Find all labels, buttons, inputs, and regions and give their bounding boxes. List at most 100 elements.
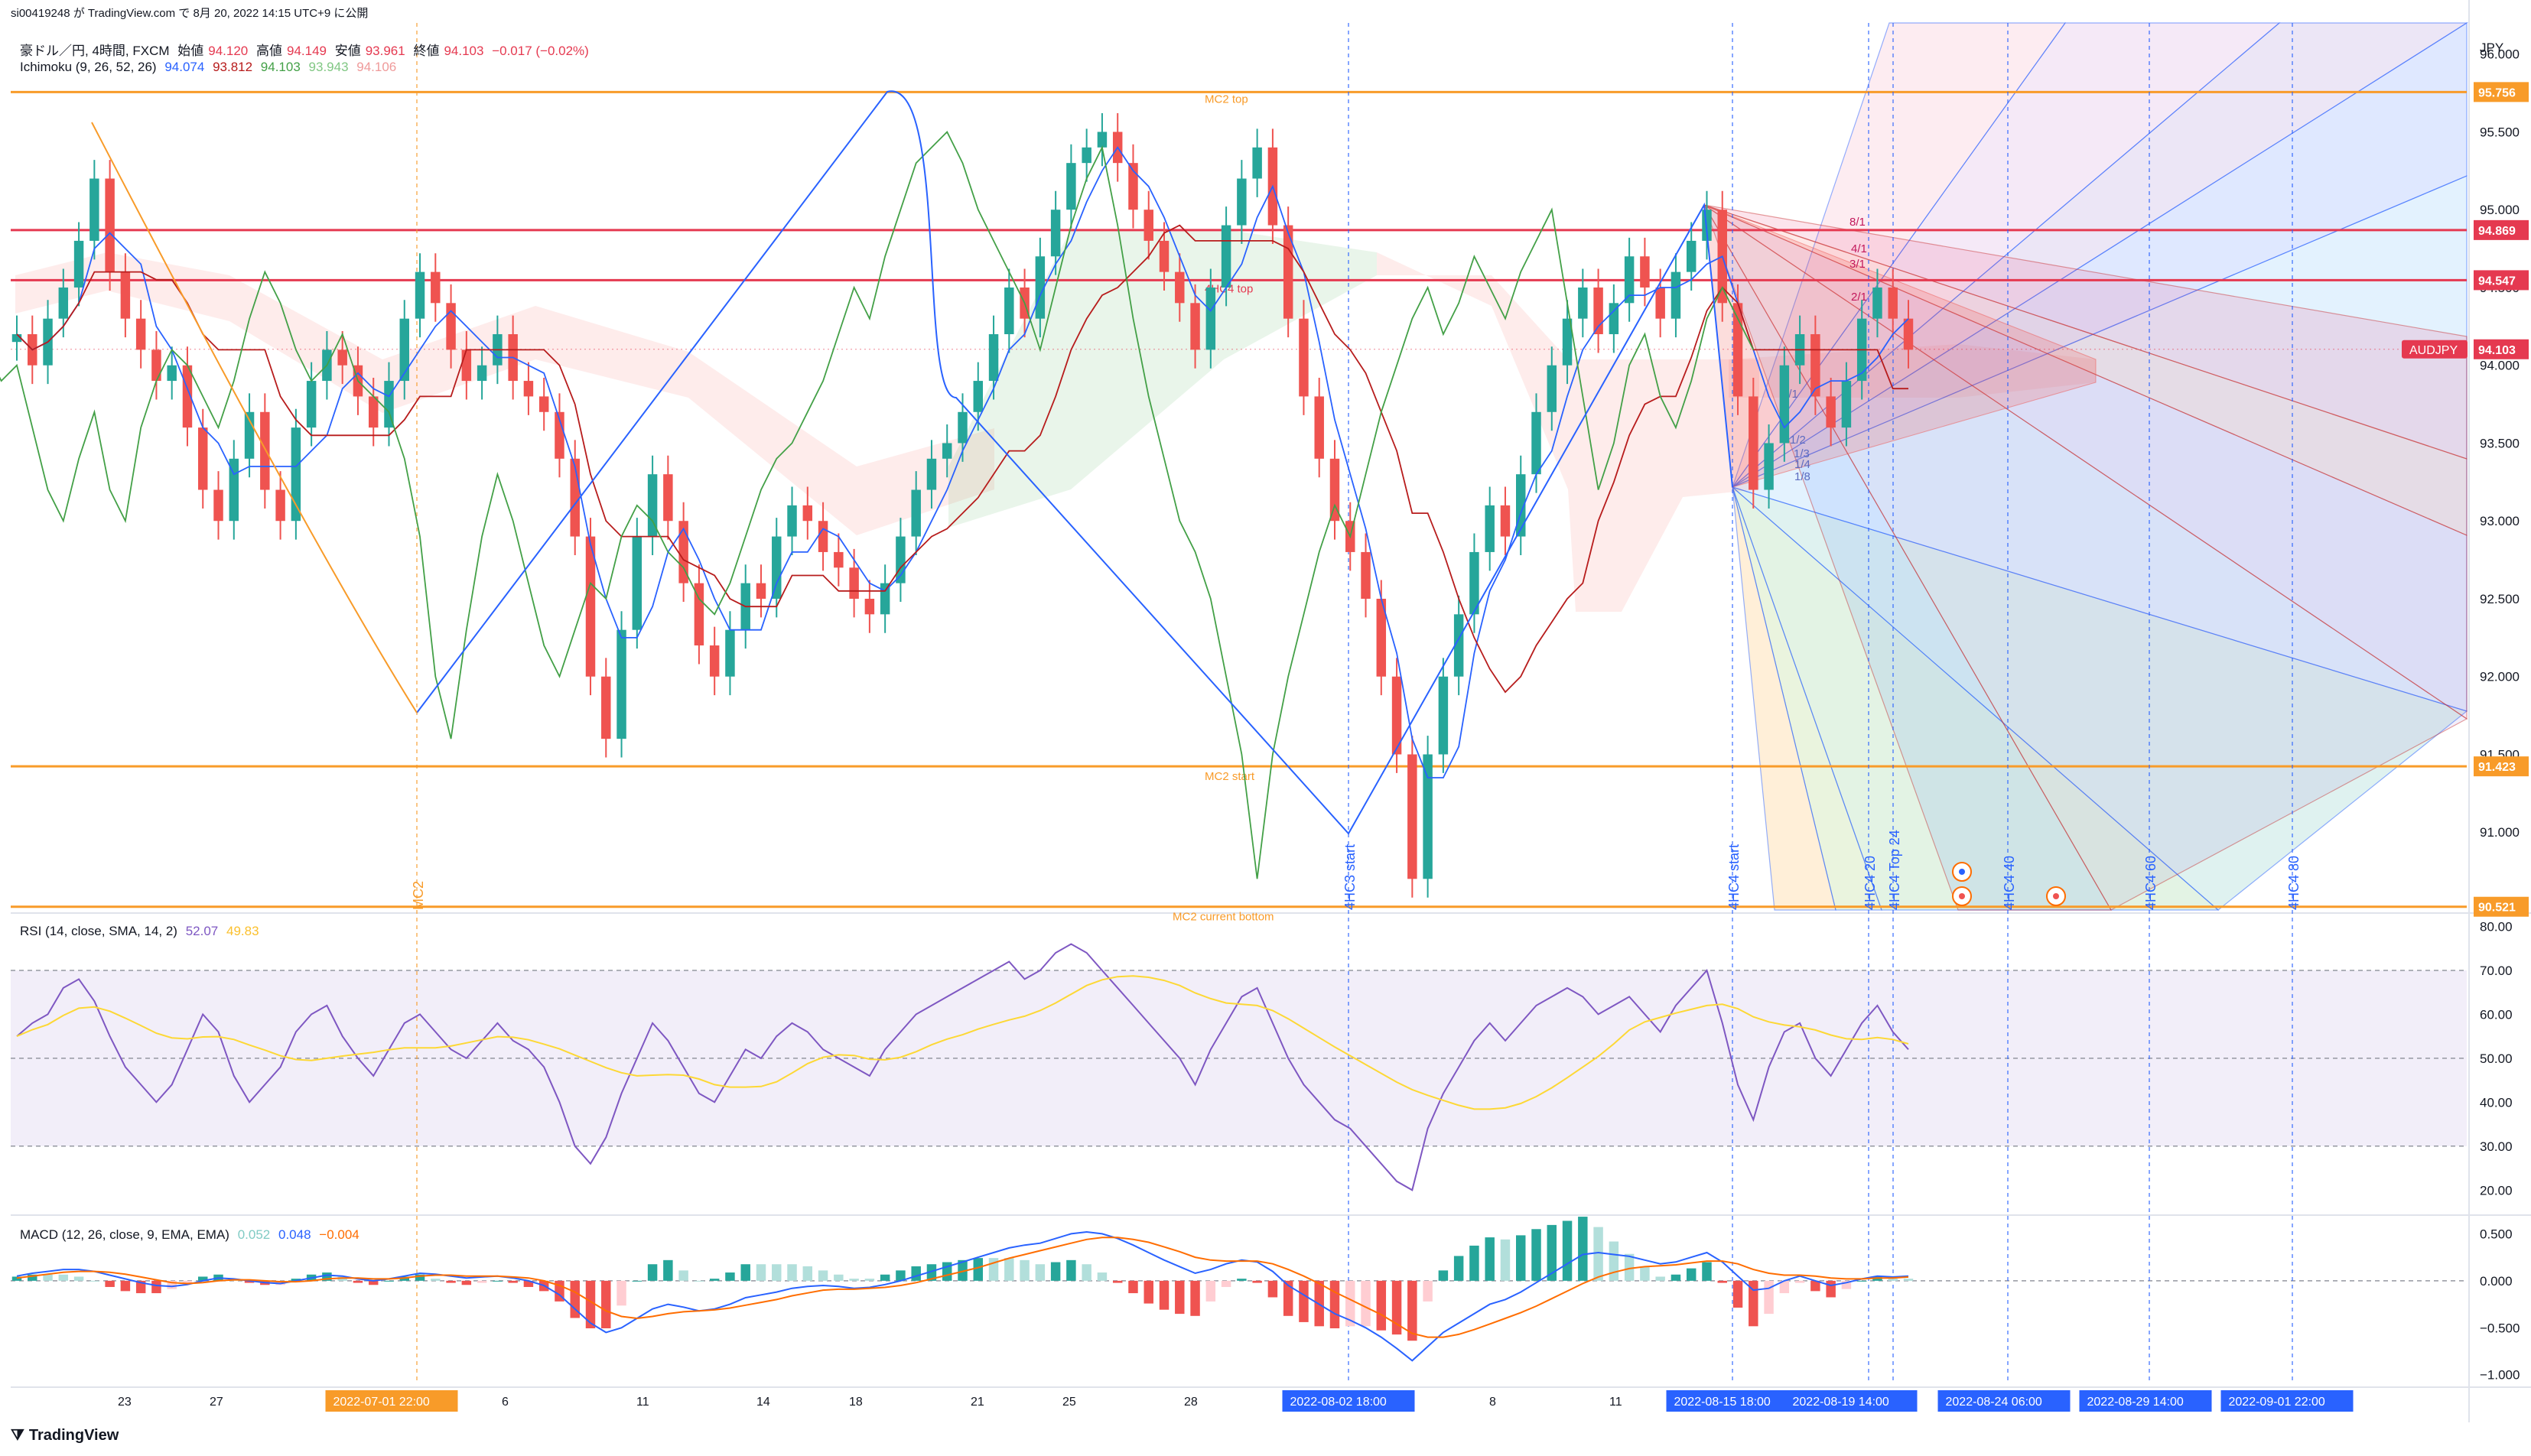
time-tag-label: 2022-09-01 22:00 <box>2229 1396 2325 1409</box>
macd-legend[interactable]: MACD (12, 26, close, 9, EMA, EMA) 0.052 … <box>20 1227 364 1243</box>
gann-fan-label: 1/3 <box>1794 447 1810 460</box>
candle-body <box>958 411 968 444</box>
rsi-legend[interactable]: RSI (14, close, SMA, 14, 2) 52.07 49.83 <box>20 924 264 939</box>
candle-body <box>864 598 875 615</box>
open-label: 始値 <box>177 44 204 58</box>
tradingview-brand[interactable]: ⧩ TradingView <box>11 1427 119 1445</box>
candle-body <box>834 551 844 568</box>
ichimoku-v4: 93.943 <box>308 60 349 74</box>
candle-body <box>477 365 487 382</box>
time-tag-bg <box>1282 1390 1415 1412</box>
macd-histogram-bar <box>384 1280 394 1282</box>
candle-body <box>58 287 69 319</box>
ichimoku-v1: 94.074 <box>164 60 205 74</box>
arc-curve <box>91 122 418 713</box>
brand-label: TradingView <box>28 1427 119 1444</box>
candle-body <box>1050 210 1061 257</box>
chikou-line <box>0 130 1755 879</box>
gann-fan2-sector <box>1703 204 2468 911</box>
time-tag-label: 2022-08-24 06:00 <box>1946 1396 2042 1409</box>
candle-body <box>1407 754 1417 879</box>
macd-histogram-bar <box>1205 1280 1216 1302</box>
macd-histogram-bar <box>1407 1280 1417 1341</box>
candle-body <box>538 396 549 412</box>
candle-body <box>446 303 456 350</box>
candle-body <box>135 318 146 350</box>
macd-v3: −0.004 <box>319 1227 359 1242</box>
macd-histogram-bar <box>1686 1268 1697 1281</box>
candle-body <box>1749 396 1758 490</box>
candle-body <box>663 474 673 522</box>
macd-histogram-bar <box>973 1258 984 1281</box>
candle-body <box>926 458 937 490</box>
candle-body <box>1562 318 1573 366</box>
main-legend[interactable]: 豪ドル／円, 4時間, FXCM 始値 94.120 高値 94.149 安値 93.… <box>20 40 594 59</box>
candle-body <box>337 349 347 366</box>
time-tick-label: 21 <box>971 1396 984 1409</box>
candle-body <box>1190 303 1200 350</box>
macd-histogram-bar <box>1624 1253 1635 1281</box>
candle-body <box>1888 287 1898 319</box>
candle-body <box>1128 163 1138 210</box>
time-tick-label: 11 <box>1609 1396 1622 1409</box>
candle-body <box>1655 287 1665 319</box>
macd-histogram-bar <box>1438 1270 1449 1281</box>
macd-histogram-bar <box>1485 1237 1495 1281</box>
candle-body <box>11 334 22 343</box>
macd-histogram-bar <box>1609 1241 1619 1281</box>
macd-histogram-bar <box>1144 1280 1153 1304</box>
macd-histogram-bar <box>1810 1280 1820 1292</box>
symbol-tag-bg <box>2402 340 2468 359</box>
ichimoku-legend[interactable]: Ichimoku (9, 26, 52, 26) 94.074 93.812 9… <box>20 60 401 75</box>
time-tick-label: 14 <box>756 1396 770 1409</box>
vertical-marker-label: 4HC4 20 <box>1862 856 1878 910</box>
rsi-tick-label: 40.00 <box>2480 1095 2513 1110</box>
macd-histogram-bar <box>1190 1280 1200 1316</box>
price-tick-label: 95.000 <box>2480 203 2520 217</box>
macd-histogram-bar <box>787 1264 797 1281</box>
axes-layer[interactable]: 96.00095.50095.00094.50094.00093.50093.0… <box>118 41 2529 1412</box>
macd-histogram-bar <box>958 1259 968 1281</box>
candle-body <box>1438 676 1449 755</box>
candle-body <box>229 458 239 522</box>
macd-histogram-bar <box>880 1274 890 1281</box>
macd-histogram-bar <box>1547 1224 1557 1281</box>
macd-histogram-bar <box>1252 1280 1262 1283</box>
macd-v2: 0.048 <box>278 1227 311 1242</box>
price-tag-bg <box>2474 82 2529 102</box>
macd-histogram-bar <box>1128 1280 1138 1294</box>
level-label: MC2 current bottom <box>1173 911 1274 924</box>
close-label: 終値 <box>413 44 440 58</box>
macd-histogram-bar <box>1469 1245 1479 1281</box>
rsi-tick-label: 80.00 <box>2480 919 2513 934</box>
candle-body <box>523 381 534 397</box>
candle-body <box>1283 225 1293 319</box>
gann-fan-layer: 8/14/13/12/11/11/21/31/41/8 <box>1703 21 2469 911</box>
macd-histogram-bar <box>570 1280 580 1318</box>
level-label: MC2 start <box>1205 770 1255 783</box>
macd-histogram-bar <box>1376 1280 1387 1331</box>
candle-body <box>1485 505 1495 552</box>
vertical-markers-layer: MC2 4HC3 start 4HC4 start 4HC4 20 4HC4 Top 2… <box>411 23 2302 1384</box>
candle-body <box>1531 411 1541 475</box>
macd-histogram-bar <box>834 1274 844 1281</box>
candle-body <box>275 489 285 522</box>
macd-histogram-bar <box>1066 1259 1076 1281</box>
macd-tick-label: −0.500 <box>2480 1321 2520 1335</box>
candle-body <box>368 396 379 428</box>
price-tag-label: 91.423 <box>2478 761 2516 774</box>
rsi-tick-label: 70.00 <box>2480 964 2513 978</box>
candle-body <box>849 567 859 599</box>
candle-body <box>678 521 688 583</box>
rsi-ma-line <box>16 975 1909 1110</box>
level-label: MC2 top <box>1205 93 1248 106</box>
currency-label: JPY <box>2480 41 2503 55</box>
macd-histogram-bar <box>647 1264 658 1281</box>
macd-histogram-bar <box>523 1280 534 1287</box>
vertical-marker-label: 4HC4 60 <box>2143 856 2159 910</box>
ichimoku-v3: 94.103 <box>260 60 301 74</box>
candles-layer[interactable] <box>11 113 1914 898</box>
gann-fan-label: 1/2 <box>1790 434 1806 447</box>
macd-histogram-bar <box>585 1280 596 1329</box>
